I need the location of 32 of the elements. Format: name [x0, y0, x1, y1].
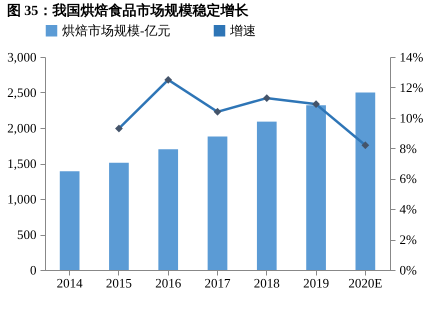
y-tick-label: 2,500: [7, 85, 36, 100]
y-tick-label: 1,000: [7, 192, 36, 206]
y-tick-label: 0: [30, 262, 36, 278]
legend-label: 烘焙市场规模-亿元: [62, 22, 170, 38]
y-tick-label: 1,500: [7, 156, 36, 171]
bar: [208, 136, 228, 270]
y2-tick-label: 0%: [400, 262, 417, 278]
y2-tick-label: 2%: [400, 232, 417, 248]
y-tick-label: 500: [17, 227, 36, 242]
legend-label: 增速: [229, 22, 256, 38]
y2-tick-label: 6%: [400, 171, 417, 186]
y-tick-label: 3,000: [7, 50, 36, 64]
chart-title: 图 35：我国烘焙食品市场规模稳定增长: [6, 2, 250, 19]
y2-tick-label: 12%: [400, 80, 424, 95]
x-tick-label: 2014: [56, 276, 84, 290]
y-tick-label: 2,000: [7, 120, 36, 136]
x-tick-label: 2019: [303, 276, 330, 290]
x-tick-label: 2016: [155, 276, 182, 290]
bar: [60, 171, 80, 270]
bar: [306, 105, 326, 270]
x-tick-label: 2017: [204, 276, 231, 290]
x-tick-label: 2018: [254, 276, 280, 290]
bar: [158, 149, 178, 270]
x-tick-label: 2015: [106, 276, 132, 290]
bar: [356, 92, 376, 270]
y2-tick-label: 8%: [400, 140, 417, 156]
bar: [109, 162, 129, 270]
y2-tick-label: 14%: [400, 50, 424, 64]
y2-tick-label: 4%: [400, 202, 417, 217]
y2-tick-label: 10%: [400, 110, 424, 126]
bar: [256, 122, 277, 270]
x-tick-label: 2020E: [348, 276, 382, 290]
